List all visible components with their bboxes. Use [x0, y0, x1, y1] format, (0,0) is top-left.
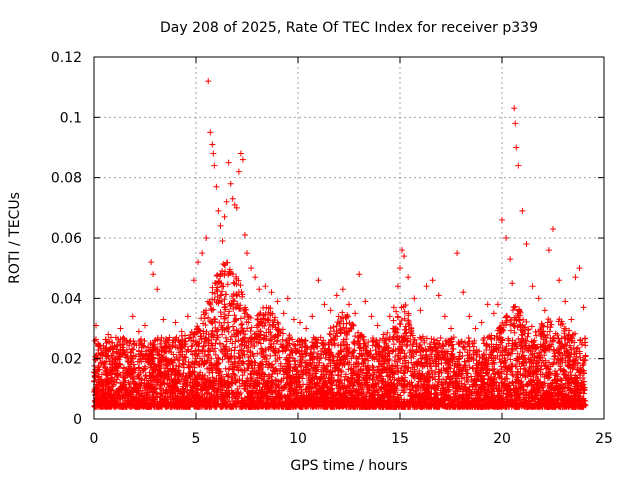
data-point — [459, 352, 466, 359]
data-point — [120, 334, 127, 341]
data-point — [514, 356, 521, 363]
data-point — [123, 346, 130, 353]
data-point — [511, 329, 518, 336]
data-point — [227, 336, 234, 343]
data-point — [413, 349, 420, 356]
data-point — [398, 304, 405, 311]
data-point — [232, 372, 239, 379]
grid — [94, 57, 604, 419]
data-point — [551, 348, 558, 355]
data-point — [374, 377, 381, 384]
data-point — [241, 307, 248, 314]
data-point — [398, 317, 405, 324]
data-point — [237, 390, 244, 397]
data-point — [465, 335, 472, 342]
chart-title: Day 208 of 2025, Rate Of TEC Index for r… — [160, 20, 538, 36]
data-point — [437, 334, 444, 341]
data-points — [91, 78, 589, 410]
data-point — [528, 323, 535, 330]
data-point — [205, 314, 212, 321]
data-point — [507, 327, 514, 334]
data-point — [435, 340, 442, 347]
data-point — [577, 337, 584, 344]
data-point — [279, 336, 286, 343]
data-point — [130, 375, 137, 382]
data-point — [507, 356, 514, 363]
data-point — [240, 328, 247, 335]
data-point — [226, 308, 233, 315]
data-point — [257, 340, 264, 347]
data-point — [520, 386, 527, 393]
data-point — [314, 355, 321, 362]
data-point — [208, 307, 215, 314]
data-point — [417, 341, 424, 348]
data-point — [129, 345, 136, 352]
data-point — [550, 334, 557, 341]
data-point — [229, 340, 236, 347]
data-point — [230, 279, 237, 286]
data-point — [451, 369, 458, 376]
data-point — [231, 312, 238, 319]
data-point — [188, 343, 195, 350]
data-point — [128, 349, 135, 356]
data-point — [145, 359, 152, 366]
data-point — [520, 316, 527, 323]
data-point — [523, 318, 530, 325]
data-point — [221, 353, 228, 360]
data-point — [404, 337, 411, 344]
data-point — [232, 338, 239, 345]
